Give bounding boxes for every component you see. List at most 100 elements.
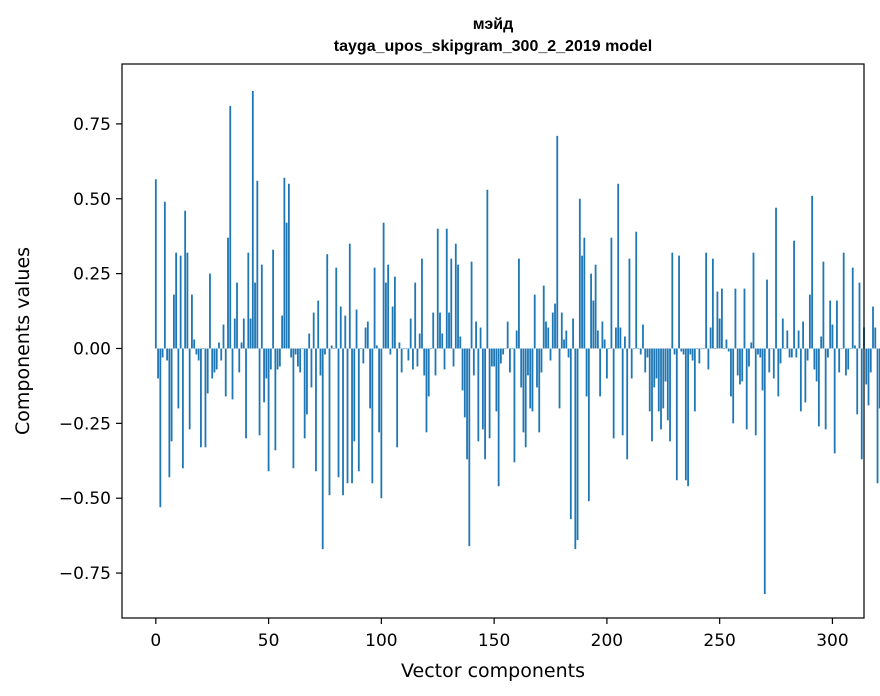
bar: [479, 327, 482, 349]
bar: [556, 135, 559, 349]
bar: [750, 342, 753, 349]
bar: [211, 348, 214, 379]
bar: [621, 348, 624, 436]
bar: [617, 183, 620, 349]
bar: [655, 348, 658, 379]
bar: [669, 348, 671, 442]
bar: [745, 348, 748, 430]
bar: [484, 348, 486, 460]
bar: [725, 339, 728, 349]
bar: [310, 348, 313, 388]
bar: [427, 348, 430, 397]
bar: [716, 291, 719, 349]
bar: [258, 348, 261, 436]
bar: [572, 318, 574, 349]
bar: [743, 288, 746, 349]
bar: [777, 348, 780, 397]
bar: [263, 348, 265, 403]
bar: [752, 252, 755, 349]
bar: [698, 348, 701, 364]
bar: [739, 348, 741, 385]
bar: [319, 348, 322, 376]
bar: [678, 255, 680, 349]
y-tick-label: 0.00: [73, 339, 111, 359]
bar: [639, 348, 642, 355]
bar: [858, 282, 861, 349]
bar: [831, 324, 834, 349]
bar: [763, 348, 766, 595]
bar: [854, 345, 856, 349]
y-tick-label: 0.50: [73, 190, 111, 210]
bar: [684, 348, 687, 481]
bar: [425, 348, 428, 433]
bar: [813, 348, 816, 370]
y-axis-label: Components values: [12, 247, 34, 435]
bar: [434, 348, 437, 376]
y-tick-label: 0.75: [73, 115, 111, 135]
bar: [790, 348, 793, 358]
bar: [249, 318, 252, 349]
bar: [396, 348, 399, 448]
bar: [847, 348, 850, 370]
bar: [786, 330, 789, 349]
bar: [554, 303, 556, 349]
bar: [157, 348, 159, 379]
bar: [177, 348, 180, 409]
bar: [874, 327, 877, 349]
bar: [423, 348, 426, 376]
bar: [342, 348, 344, 496]
bar: [218, 342, 220, 349]
bar: [797, 330, 800, 349]
bar: [364, 327, 367, 349]
bar: [531, 348, 534, 412]
bar: [775, 207, 777, 349]
bar: [865, 348, 868, 385]
bar: [820, 336, 823, 349]
bar: [788, 348, 791, 358]
bar: [391, 306, 394, 349]
bar: [450, 258, 453, 349]
bar: [477, 348, 480, 442]
bar: [583, 237, 586, 349]
bar: [511, 348, 514, 350]
bar: [445, 228, 448, 349]
bar: [836, 300, 838, 349]
bar: [817, 348, 820, 427]
bar: [590, 273, 592, 349]
bar: [301, 348, 304, 350]
bar: [387, 264, 390, 349]
bar: [432, 312, 435, 349]
bar: [563, 339, 565, 349]
bar: [220, 348, 223, 361]
bar: [170, 348, 173, 442]
bar: [509, 348, 511, 373]
bar: [741, 348, 744, 382]
bar: [369, 348, 371, 409]
bar: [700, 348, 703, 350]
bar: [515, 330, 518, 349]
bar: [346, 348, 349, 484]
bar: [297, 348, 299, 367]
bar: [520, 348, 523, 388]
bar: [181, 348, 184, 469]
bar: [592, 300, 595, 349]
bar: [806, 348, 809, 361]
bar: [441, 333, 444, 349]
bar: [840, 348, 843, 350]
bar: [536, 348, 538, 388]
bar: [233, 318, 236, 349]
bar: [565, 330, 568, 349]
bar: [351, 348, 353, 484]
bar: [770, 348, 773, 350]
bar: [727, 348, 730, 352]
bar: [648, 348, 651, 412]
bar: [630, 348, 633, 379]
bar: [878, 348, 880, 409]
bar: [224, 348, 227, 397]
bar: [468, 348, 471, 547]
bar: [693, 348, 696, 412]
bar: [274, 348, 277, 451]
bar: [206, 348, 209, 394]
bar: [524, 348, 527, 448]
bar: [664, 348, 667, 382]
